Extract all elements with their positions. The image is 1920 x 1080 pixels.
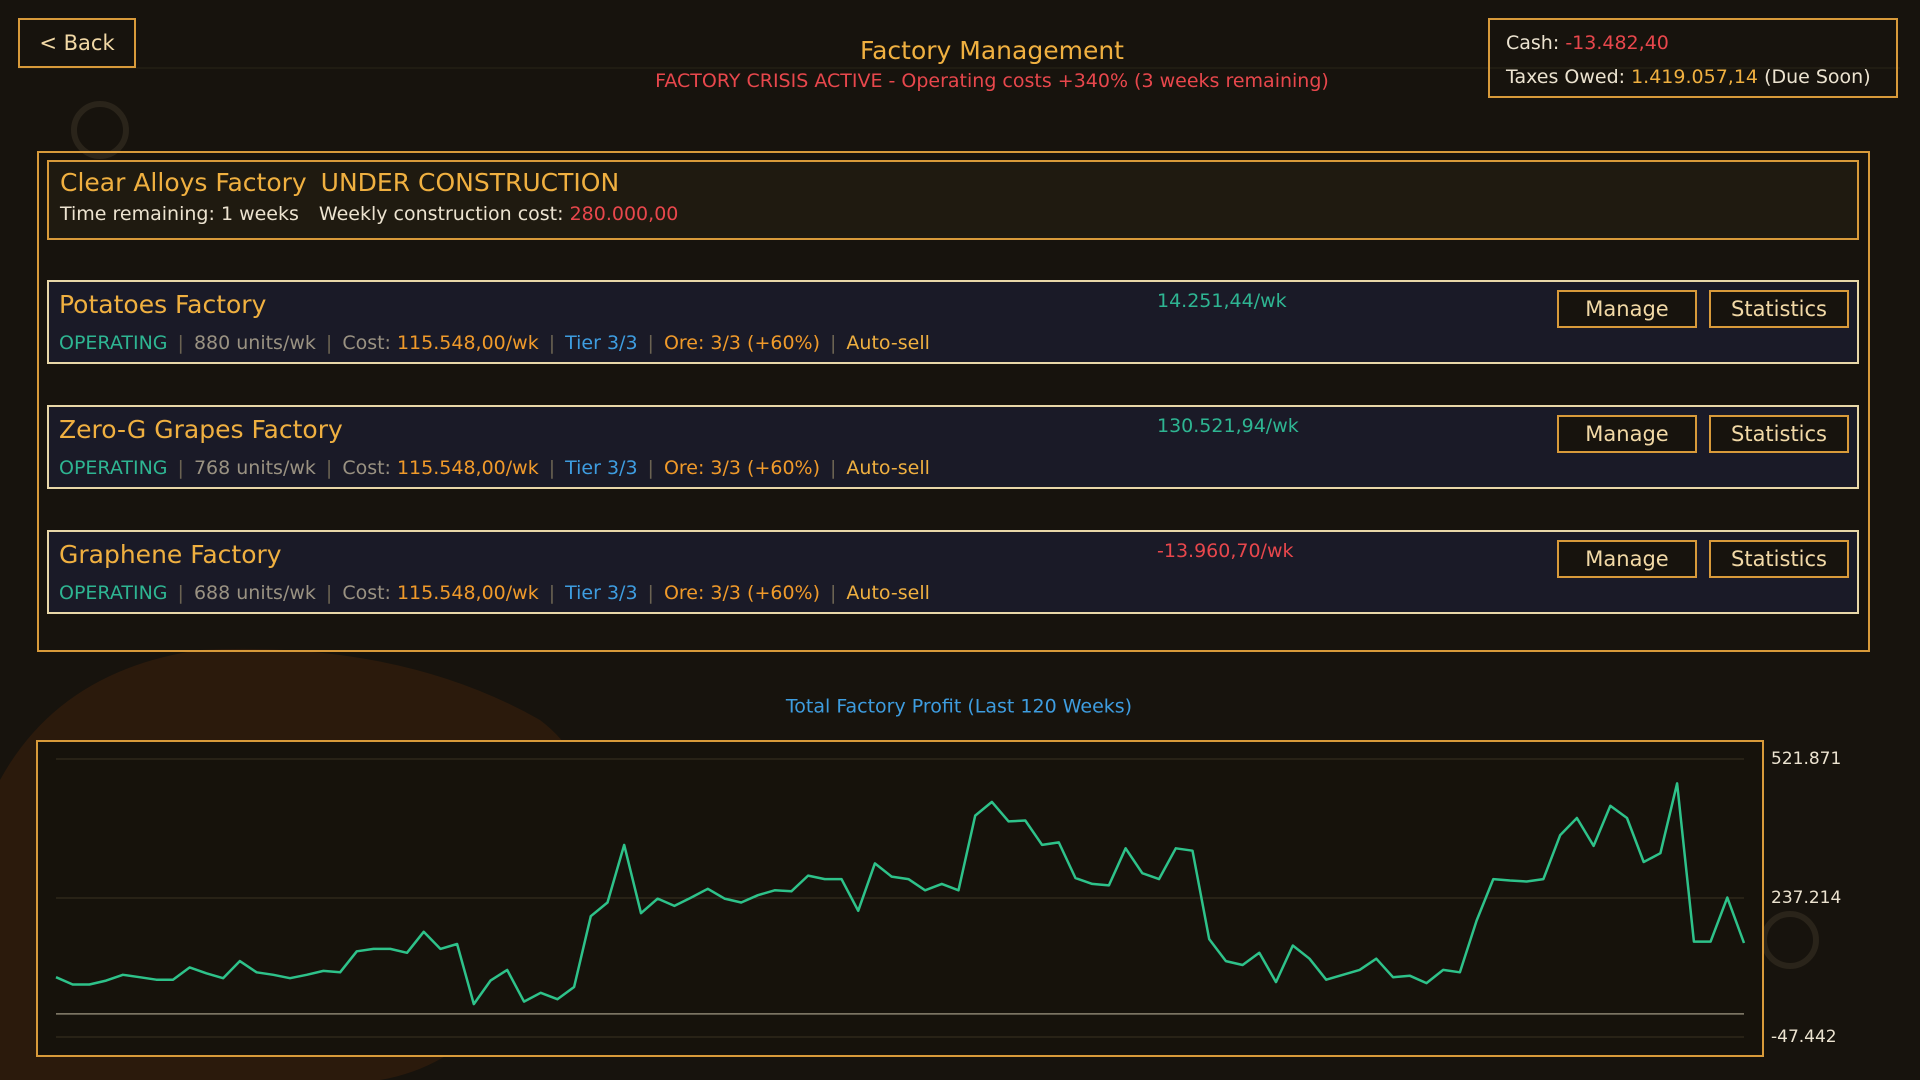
separator: |: [647, 582, 654, 604]
decor-gear: [71, 101, 129, 159]
factory-card: Zero-G Grapes Factory 130.521,94/wk Manage…: [47, 405, 1859, 489]
factory-button[interactable]: Statistics: [1709, 290, 1849, 328]
cash-line: Cash: -13.482,40: [1506, 26, 1880, 60]
time-value: 1 weeks: [220, 203, 299, 225]
factory-details: OPERATING | 880 units/wk | Cost: 115.548,00/w…: [59, 332, 930, 354]
factory-button[interactable]: Statistics: [1709, 415, 1849, 453]
taxes-value: 1.419.057,14: [1631, 66, 1759, 88]
cost-label: Cost:: [342, 457, 391, 479]
back-button[interactable]: < Back: [18, 18, 136, 68]
taxes-note: (Due Soon): [1764, 66, 1871, 88]
page-title: Factory Management: [860, 36, 1124, 65]
separator: |: [548, 582, 556, 604]
factory-card: Potatoes Factory 14.251,44/wk Manage Statis…: [47, 280, 1859, 364]
factory-button[interactable]: Manage: [1557, 540, 1697, 578]
construction-card: Clear Alloys Factory UNDER CONSTRUCTION …: [47, 160, 1859, 240]
factory-name: Graphene Factory: [59, 540, 282, 569]
finance-panel: Cash: -13.482,40 Taxes Owed: 1.419.057,1…: [1488, 18, 1898, 98]
factory-tier: Tier 3/3: [565, 457, 638, 479]
factory-status: OPERATING: [59, 457, 168, 479]
factory-ore: Ore: 3/3 (+60%): [663, 582, 821, 604]
separator: |: [177, 332, 184, 354]
separator: |: [548, 332, 556, 354]
factory-ore: Ore: 3/3 (+60%): [663, 332, 821, 354]
factory-status: OPERATING: [59, 582, 168, 604]
y-tick-label: 521.871: [1771, 749, 1841, 769]
decor-gear: [1761, 911, 1819, 969]
taxes-line: Taxes Owed: 1.419.057,14 (Due Soon): [1506, 60, 1880, 94]
separator: |: [325, 582, 333, 604]
separator: |: [830, 582, 837, 604]
cost-label: Cost:: [342, 332, 391, 354]
taxes-label: Taxes Owed:: [1506, 66, 1626, 88]
factory-status: OPERATING: [59, 332, 168, 354]
factory-button[interactable]: Manage: [1557, 415, 1697, 453]
factory-profit: -13.960,70/wk: [1157, 540, 1294, 562]
time-label: Time remaining:: [60, 203, 215, 225]
factory-cost: 115.548,00/wk: [396, 332, 539, 354]
separator: |: [647, 332, 654, 354]
chart-title: Total Factory Profit (Last 120 Weeks): [785, 696, 1132, 718]
separator: |: [177, 457, 184, 479]
factory-output: 880 units/wk: [193, 332, 316, 354]
factory-output: 688 units/wk: [193, 582, 316, 604]
profit-line: [55, 782, 1746, 1006]
cash-value: -13.482,40: [1565, 32, 1669, 54]
factory-tier: Tier 3/3: [565, 582, 638, 604]
factory-ore: Ore: 3/3 (+60%): [663, 457, 821, 479]
factory-card: Graphene Factory -13.960,70/wk Manage Stati…: [47, 530, 1859, 614]
cost-label: Cost:: [342, 582, 391, 604]
construction-name: Clear Alloys Factory: [60, 168, 307, 197]
factory-output: 768 units/wk: [193, 457, 316, 479]
factory-button[interactable]: Manage: [1557, 290, 1697, 328]
factory-cost: 115.548,00/wk: [396, 582, 539, 604]
separator: |: [325, 457, 333, 479]
factory-details: OPERATING | 768 units/wk | Cost: 115.548,00/w…: [59, 457, 930, 479]
y-tick-label: 237.214: [1771, 888, 1841, 908]
separator: |: [548, 457, 556, 479]
separator: |: [177, 582, 184, 604]
crisis-alert: FACTORY CRISIS ACTIVE - Operating costs …: [655, 70, 1329, 92]
cash-label: Cash:: [1506, 32, 1560, 54]
separator: |: [830, 457, 837, 479]
factory-details: OPERATING | 688 units/wk | Cost: 115.548,00/w…: [59, 582, 930, 604]
factory-sell: Auto-sell: [846, 332, 930, 354]
factory-sell: Auto-sell: [846, 457, 930, 479]
separator: |: [647, 457, 654, 479]
cost-label: Weekly construction cost:: [318, 203, 564, 225]
y-tick-label: -47.442: [1771, 1027, 1837, 1047]
factory-tier: Tier 3/3: [565, 332, 638, 354]
cost-value: 280.000,00: [569, 203, 679, 225]
factory-name: Zero-G Grapes Factory: [59, 415, 343, 444]
construction-details: Time remaining: 1 weeks Weekly construct…: [60, 203, 1846, 225]
factory-name: Potatoes Factory: [59, 290, 267, 319]
factory-profit: 130.521,94/wk: [1157, 415, 1299, 437]
factory-cost: 115.548,00/wk: [396, 457, 539, 479]
construction-head: Clear Alloys Factory UNDER CONSTRUCTION: [60, 168, 1846, 197]
construction-status: UNDER CONSTRUCTION: [320, 168, 620, 197]
factory-panel: [37, 151, 1870, 652]
separator: |: [325, 332, 333, 354]
separator: |: [830, 332, 837, 354]
factory-button[interactable]: Statistics: [1709, 540, 1849, 578]
factory-profit: 14.251,44/wk: [1157, 290, 1287, 312]
factory-sell: Auto-sell: [846, 582, 930, 604]
